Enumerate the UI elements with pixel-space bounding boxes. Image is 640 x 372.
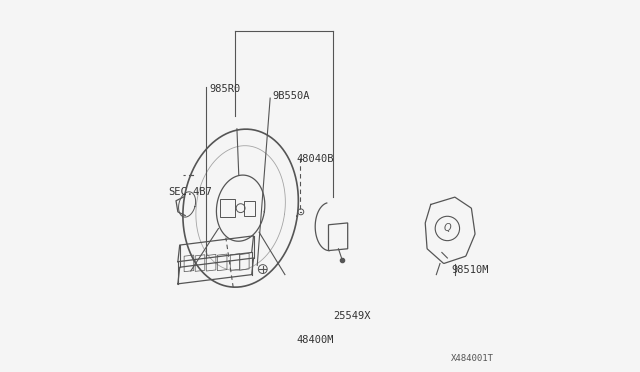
Text: Q: Q	[444, 224, 451, 234]
Text: 985R0: 985R0	[209, 84, 241, 94]
Text: 9B550A: 9B550A	[272, 91, 310, 101]
Text: 25549X: 25549X	[333, 311, 371, 321]
Text: 48040B: 48040B	[296, 154, 333, 164]
Text: 98510M: 98510M	[451, 264, 488, 275]
Text: 48400M: 48400M	[296, 335, 333, 345]
Text: X484001T: X484001T	[451, 354, 493, 363]
Text: SEC.4B7: SEC.4B7	[168, 187, 212, 197]
